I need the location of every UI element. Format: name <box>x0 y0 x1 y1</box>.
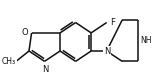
Text: N: N <box>42 65 48 74</box>
Text: F: F <box>110 18 115 27</box>
Text: CH₃: CH₃ <box>2 57 16 66</box>
Text: O: O <box>22 28 28 37</box>
Text: N: N <box>104 46 111 56</box>
Text: NH: NH <box>140 36 152 45</box>
